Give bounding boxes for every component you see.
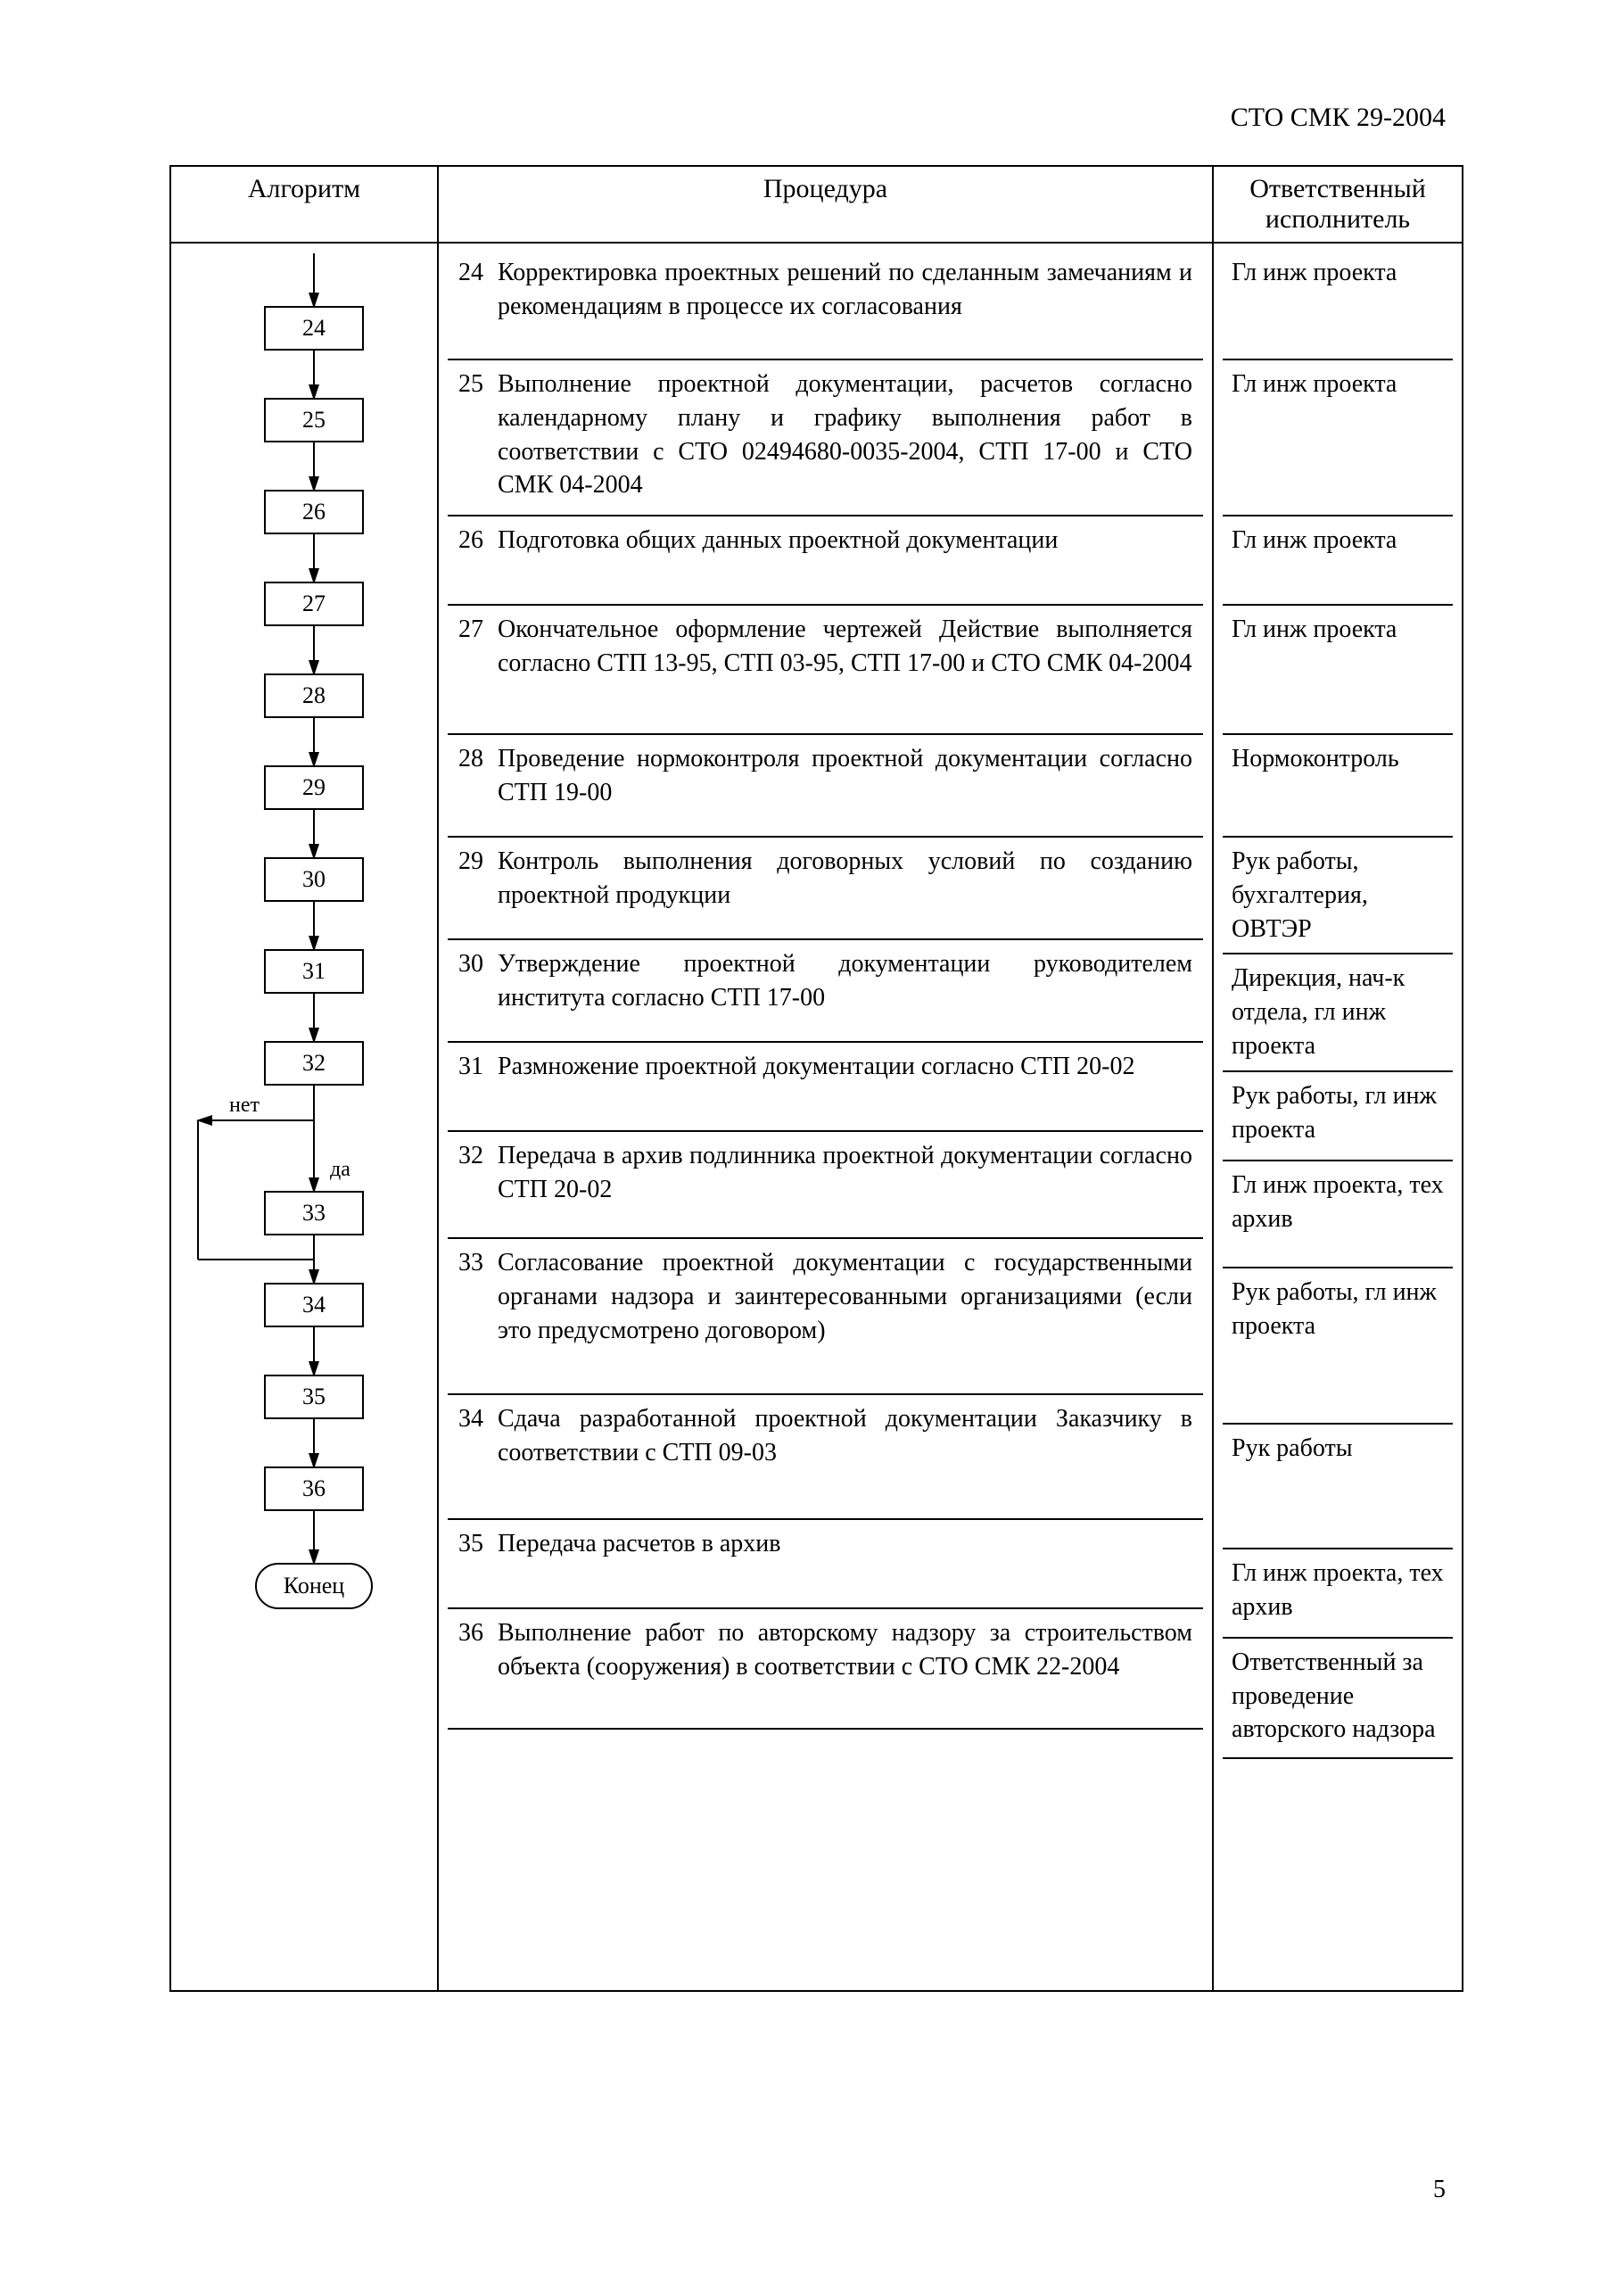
- flow-box-label: 27: [302, 591, 326, 616]
- procedure-text: Окончательное оформление чертежей Действ…: [498, 613, 1192, 726]
- procedure-text: Выполнение работ по авторскому надзору з…: [498, 1616, 1192, 1721]
- procedure-row: [448, 1730, 1203, 1985]
- procedure-row: 24Корректировка проектных решений по сде…: [448, 249, 1203, 360]
- procedure-cell: 24Корректировка проектных решений по сде…: [438, 243, 1213, 1991]
- procedure-row: 27Окончательное оформление чертежей Дейс…: [448, 606, 1203, 735]
- procedure-text: Размножение проектной документации согла…: [498, 1050, 1192, 1123]
- procedure-text: Согласование проектной документации с го…: [498, 1246, 1192, 1386]
- responsible-row: Ответственный за проведение авторского н…: [1223, 1639, 1453, 1759]
- procedure-row: 29Контроль выполнения договорных условий…: [448, 838, 1203, 940]
- procedure-row: 31Размножение проектной документации сог…: [448, 1043, 1203, 1132]
- procedure-number: 27: [458, 613, 498, 726]
- flow-box-label: 26: [302, 499, 326, 525]
- header-row: Алгоритм Процедура Ответственный исполни…: [170, 166, 1463, 243]
- main-table: Алгоритм Процедура Ответственный исполни…: [169, 165, 1463, 1992]
- header-algorithm: Алгоритм: [170, 166, 438, 243]
- procedure-text: Передача расчетов в архив: [498, 1527, 1192, 1600]
- procedure-number: 29: [458, 845, 498, 931]
- flow-branch-label: нет: [229, 1094, 260, 1117]
- responsible-row: Гл инж проекта, тех архив: [1223, 1161, 1453, 1268]
- responsible-row: Рук работы, гл инж проекта: [1223, 1072, 1453, 1161]
- procedure-text: Корректировка проектных решений по сдела…: [498, 256, 1192, 351]
- responsible-row: Гл инж проекта: [1223, 360, 1453, 516]
- procedure-text: Подготовка общих данных проектной докуме…: [498, 524, 1192, 597]
- procedure-row: 32Передача в архив подлинника проектной …: [448, 1132, 1203, 1239]
- responsible-row: Гл инж проекта: [1223, 516, 1453, 606]
- flowchart-svg: 24 25 26 27 28 29 30 31 32 33 34 35 36 Конец нет да: [180, 249, 444, 1626]
- procedure-number: 32: [458, 1139, 498, 1230]
- flow-box-label: 25: [302, 407, 326, 433]
- body-row: 24252627282930313233343536Конецнетда 24К…: [170, 243, 1463, 1991]
- flow-box-label: 24: [302, 315, 326, 341]
- procedure-row: 25Выполнение проектной документации, рас…: [448, 360, 1203, 516]
- flow-terminal-label: Конец: [284, 1573, 345, 1598]
- procedure-row: 30Утверждение проектной документации рук…: [448, 940, 1203, 1043]
- flow-box-label: 34: [302, 1292, 326, 1318]
- procedure-row: 33Согласование проектной документации с …: [448, 1239, 1203, 1395]
- procedure-row: 36Выполнение работ по авторскому надзору…: [448, 1609, 1203, 1730]
- procedure-row: 34Сдача разработанной проектной документ…: [448, 1395, 1203, 1520]
- procedure-text: Контроль выполнения договорных условий п…: [498, 845, 1192, 931]
- procedure-number: 35: [458, 1527, 498, 1600]
- responsible-row: Гл инж проекта, тех архив: [1223, 1549, 1453, 1639]
- procedure-row: 26Подготовка общих данных проектной доку…: [448, 516, 1203, 606]
- procedure-text: Передача в архив подлинника проектной до…: [498, 1139, 1192, 1230]
- page-number: 5: [1433, 2176, 1446, 2204]
- flow-box-label: 36: [302, 1475, 326, 1501]
- header-procedure: Процедура: [438, 166, 1213, 243]
- flow-branch-label: да: [330, 1158, 350, 1181]
- responsible-row: Рук работы, бухгалтерия, ОВТЭР: [1223, 838, 1453, 954]
- responsible-row: Дирекция, нач-к отдела, гл инж проекта: [1223, 954, 1453, 1071]
- flow-box-label: 30: [302, 866, 326, 892]
- procedure-number: 36: [458, 1616, 498, 1721]
- responsible-row: Гл инж проекта: [1223, 606, 1453, 735]
- procedure-number: 28: [458, 742, 498, 829]
- flow-box-label: 35: [302, 1384, 326, 1409]
- document-code: СТО СМК 29-2004: [1231, 103, 1446, 133]
- procedure-number: 31: [458, 1050, 498, 1123]
- procedure-number: 30: [458, 947, 498, 1034]
- procedure-number: 34: [458, 1402, 498, 1511]
- responsible-row: Гл инж проекта: [1223, 249, 1453, 360]
- flow-box-label: 28: [302, 682, 326, 708]
- page: СТО СМК 29-2004 Алгоритм Процедура Ответ…: [0, 0, 1624, 2280]
- procedure-row: 28Проведение нормоконтроля проектной док…: [448, 735, 1203, 838]
- procedure-number: 33: [458, 1246, 498, 1386]
- procedure-text: Сдача разработанной проектной документац…: [498, 1402, 1192, 1511]
- responsible-row: Рук работы, гл инж проекта: [1223, 1268, 1453, 1425]
- header-responsible: Ответственный исполнитель: [1213, 166, 1463, 243]
- procedure-text: Выполнение проектной документации, расче…: [498, 368, 1192, 508]
- responsible-cell: Гл инж проектаГл инж проектаГл инж проек…: [1213, 243, 1463, 1991]
- procedure-number: 25: [458, 368, 498, 508]
- procedure-number: 26: [458, 524, 498, 597]
- procedure-text: Утверждение проектной документации руков…: [498, 947, 1192, 1034]
- procedure-text: Проведение нормоконтроля проектной докум…: [498, 742, 1192, 829]
- procedure-number: 24: [458, 256, 498, 351]
- flow-box-label: 29: [302, 774, 326, 800]
- algorithm-cell: 24 25 26 27 28 29 30 31 32 33 34 35 36 Конец нет да: [170, 243, 438, 1991]
- procedure-row: 35Передача расчетов в архив: [448, 1520, 1203, 1609]
- flow-box-label: 33: [302, 1200, 326, 1226]
- responsible-row: Нормоконтроль: [1223, 735, 1453, 838]
- flow-box-label: 31: [302, 958, 326, 984]
- responsible-row: [1223, 1759, 1453, 1985]
- responsible-row: Рук работы: [1223, 1425, 1453, 1549]
- flow-box-label: 32: [302, 1050, 326, 1076]
